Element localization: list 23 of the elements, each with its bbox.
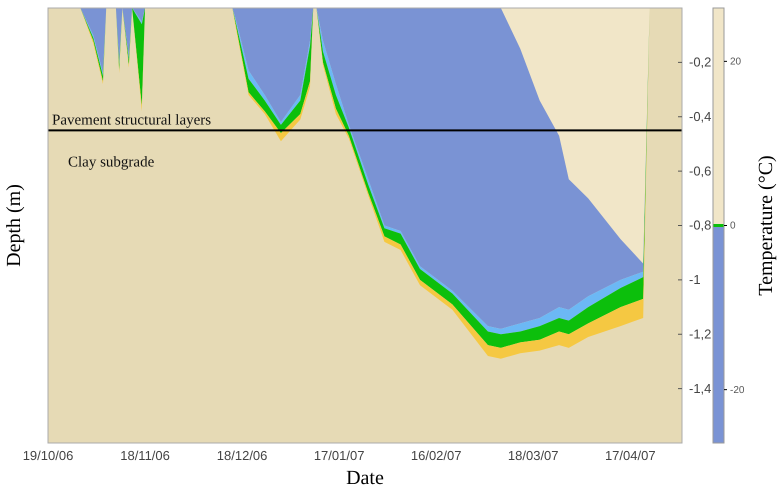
y-tick-label: -0,8 — [689, 218, 712, 233]
x-axis-title: Date — [346, 467, 384, 489]
color-bar-label: -20 — [730, 384, 745, 396]
annotation: Clay subgrade — [68, 154, 155, 170]
color-bar-label: 20 — [730, 56, 742, 68]
y-tick-label: -0,2 — [689, 54, 712, 70]
color-bar-label: 0 — [730, 220, 736, 232]
y-axis-title: Depth (m) — [3, 184, 25, 267]
y-tick-label: -1,4 — [689, 380, 712, 396]
x-tick-label: 18/11/06 — [120, 448, 170, 464]
y-tick-label: -0,6 — [689, 163, 712, 178]
x-tick-label: 17/04/07 — [604, 448, 656, 464]
x-tick-label: 19/10/06 — [22, 448, 74, 464]
y-tick-label: -1,2 — [689, 326, 712, 342]
x-tick-label: 16/02/07 — [410, 448, 462, 464]
x-tick-label: 17/01/07 — [314, 448, 364, 464]
color-bar-title: Temperature (°C) — [755, 155, 777, 296]
annotation: Pavement structural layers — [52, 112, 212, 128]
x-tick-label: 18/03/07 — [508, 448, 559, 464]
y-tick-label: -1 — [689, 272, 701, 288]
temperature-scale: -20 0 20 — [712, 8, 744, 444]
x-tick-label: 18/12/06 — [216, 448, 268, 464]
y-tick-label: -0,4 — [689, 108, 712, 124]
